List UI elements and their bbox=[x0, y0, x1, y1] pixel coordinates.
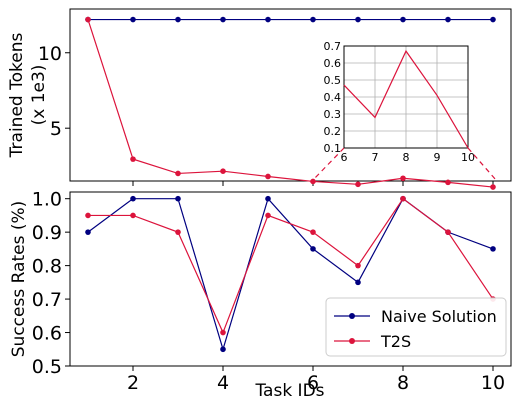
inset-connector-right bbox=[467, 147, 497, 181]
top-y-axis-label: Trained Tokens bbox=[7, 33, 27, 159]
top-series-naive-point bbox=[175, 16, 181, 23]
top-series-t2s-point bbox=[490, 184, 496, 190]
bottom-x-tick-label: 6 bbox=[307, 372, 319, 394]
bottom-series-t2s-point bbox=[220, 329, 226, 336]
bottom-series-naive-point bbox=[310, 246, 316, 252]
inset-y-tick-label: 0.7 bbox=[324, 40, 342, 53]
bottom-series-t2s-point bbox=[130, 212, 136, 219]
bottom-series-t2s-point bbox=[175, 229, 181, 235]
bottom-series-naive-point bbox=[355, 279, 361, 286]
top-series-naive-point bbox=[445, 16, 451, 23]
bottom-y-tick-label: 0.5 bbox=[32, 356, 62, 378]
bottom-series-t2s-point bbox=[310, 229, 316, 235]
top-series-t2s-point bbox=[175, 170, 181, 177]
bottom-series-t2s-point bbox=[445, 229, 451, 235]
inset-ticks: 0.1 0.2 0.3 0.4 0.5 0.6 0.7 6 7 8 9 10 bbox=[324, 40, 476, 164]
top-y-axis-label-unit: (x 1e3) bbox=[29, 65, 49, 126]
bottom-series-naive-point bbox=[220, 346, 226, 353]
top-series-naive-point bbox=[400, 16, 406, 23]
inset-y-tick-label: 0.4 bbox=[324, 91, 342, 104]
top-series-t2s-point bbox=[400, 175, 406, 182]
bottom-series-t2s-line bbox=[88, 197, 494, 335]
top-series-t2s-line bbox=[87, 19, 494, 188]
bottom-plot-frame bbox=[69, 191, 512, 367]
top-series-t2s-point bbox=[355, 181, 361, 188]
inset-x-tick-label: 9 bbox=[434, 151, 441, 164]
bottom-y-tick-label: 0.6 bbox=[32, 323, 62, 345]
top-plot-frame bbox=[69, 8, 512, 182]
inset-x-tick-label: 7 bbox=[372, 151, 379, 164]
bottom-series-naive-point bbox=[265, 195, 271, 202]
inset-zoom-chart: 0.1 0.2 0.3 0.4 0.5 0.6 0.7 6 7 8 9 10 bbox=[312, 40, 497, 181]
top-series-t2s-point bbox=[445, 179, 451, 186]
inset-t2s-line bbox=[343, 49, 469, 149]
inset-connector-left bbox=[312, 147, 345, 181]
x-axis-label: Task IDs bbox=[254, 381, 324, 398]
bottom-series-naive-point bbox=[175, 195, 181, 202]
bottom-y-axis: 0.5 0.6 0.7 0.8 0.9 1.0 bbox=[32, 189, 70, 378]
inset-y-tick-label: 0.2 bbox=[324, 125, 342, 138]
bottom-x-tick-label: 4 bbox=[217, 372, 229, 394]
legend-label-naive: Naive Solution bbox=[381, 307, 497, 326]
bottom-x-axis: 2 4 6 8 10 bbox=[127, 366, 505, 394]
top-series-t2s-point bbox=[310, 178, 316, 185]
top-series-naive-point bbox=[265, 16, 271, 23]
top-series-lines bbox=[85, 16, 496, 190]
bottom-y-tick-label: 1.0 bbox=[32, 189, 62, 211]
top-series-naive-point bbox=[490, 16, 496, 23]
bottom-y-tick-label: 0.9 bbox=[32, 222, 62, 244]
bottom-y-tick-label: 0.8 bbox=[32, 256, 62, 278]
bottom-y-tick-label: 0.7 bbox=[32, 289, 62, 311]
top-y-tick-label: 5 bbox=[50, 118, 62, 140]
inset-x-tick-label: 6 bbox=[341, 151, 348, 164]
inset-series-line bbox=[343, 49, 469, 149]
bottom-panel: 0.5 0.6 0.7 0.8 0.9 1.0 2 4 6 8 10 Success Rates … bbox=[9, 189, 512, 398]
inset-x-tick-label: 10 bbox=[461, 151, 475, 164]
legend: Naive Solution T2S bbox=[325, 297, 507, 357]
legend-label-t2s: T2S bbox=[380, 332, 411, 351]
top-series-t2s-point bbox=[220, 168, 226, 174]
top-series-t2s-point bbox=[130, 156, 136, 162]
bottom-x-tick-label: 10 bbox=[481, 372, 505, 394]
top-series-naive-point bbox=[310, 16, 316, 23]
inset-y-tick-label: 0.1 bbox=[324, 142, 342, 155]
inset-frame bbox=[343, 45, 469, 149]
top-series-naive-point bbox=[130, 16, 136, 23]
top-series-t2s-point bbox=[265, 173, 271, 180]
legend-marker-t2s bbox=[349, 338, 355, 344]
bottom-series-t2s-point bbox=[265, 212, 271, 219]
top-panel: 5 10 Trained Tokens (x 1e3) bbox=[7, 8, 512, 190]
top-series-naive-point bbox=[220, 16, 226, 23]
inset-y-tick-label: 0.5 bbox=[324, 74, 342, 87]
bottom-y-axis-label: Success Rates (%) bbox=[9, 201, 29, 358]
bottom-series-t2s-point bbox=[355, 262, 361, 269]
top-y-tick-label: 10 bbox=[38, 43, 62, 65]
top-series-t2s-point bbox=[85, 16, 91, 23]
top-series-naive-point bbox=[355, 16, 361, 23]
bottom-series-naive-point bbox=[490, 246, 496, 252]
bottom-x-tick-label: 2 bbox=[127, 372, 139, 394]
bottom-series-naive-point bbox=[130, 195, 136, 202]
bottom-x-tick-label: 8 bbox=[397, 372, 409, 394]
bottom-series-t2s-point bbox=[400, 195, 406, 202]
bottom-series-t2s-point bbox=[85, 212, 91, 219]
inset-y-tick-label: 0.6 bbox=[324, 57, 342, 70]
inset-y-tick-label: 0.3 bbox=[324, 108, 342, 121]
inset-x-tick-label: 8 bbox=[403, 151, 410, 164]
top-y-axis: 5 10 bbox=[38, 43, 70, 140]
legend-marker-naive bbox=[349, 313, 355, 319]
bottom-series-naive-point bbox=[85, 229, 91, 235]
legend-box bbox=[325, 297, 507, 357]
